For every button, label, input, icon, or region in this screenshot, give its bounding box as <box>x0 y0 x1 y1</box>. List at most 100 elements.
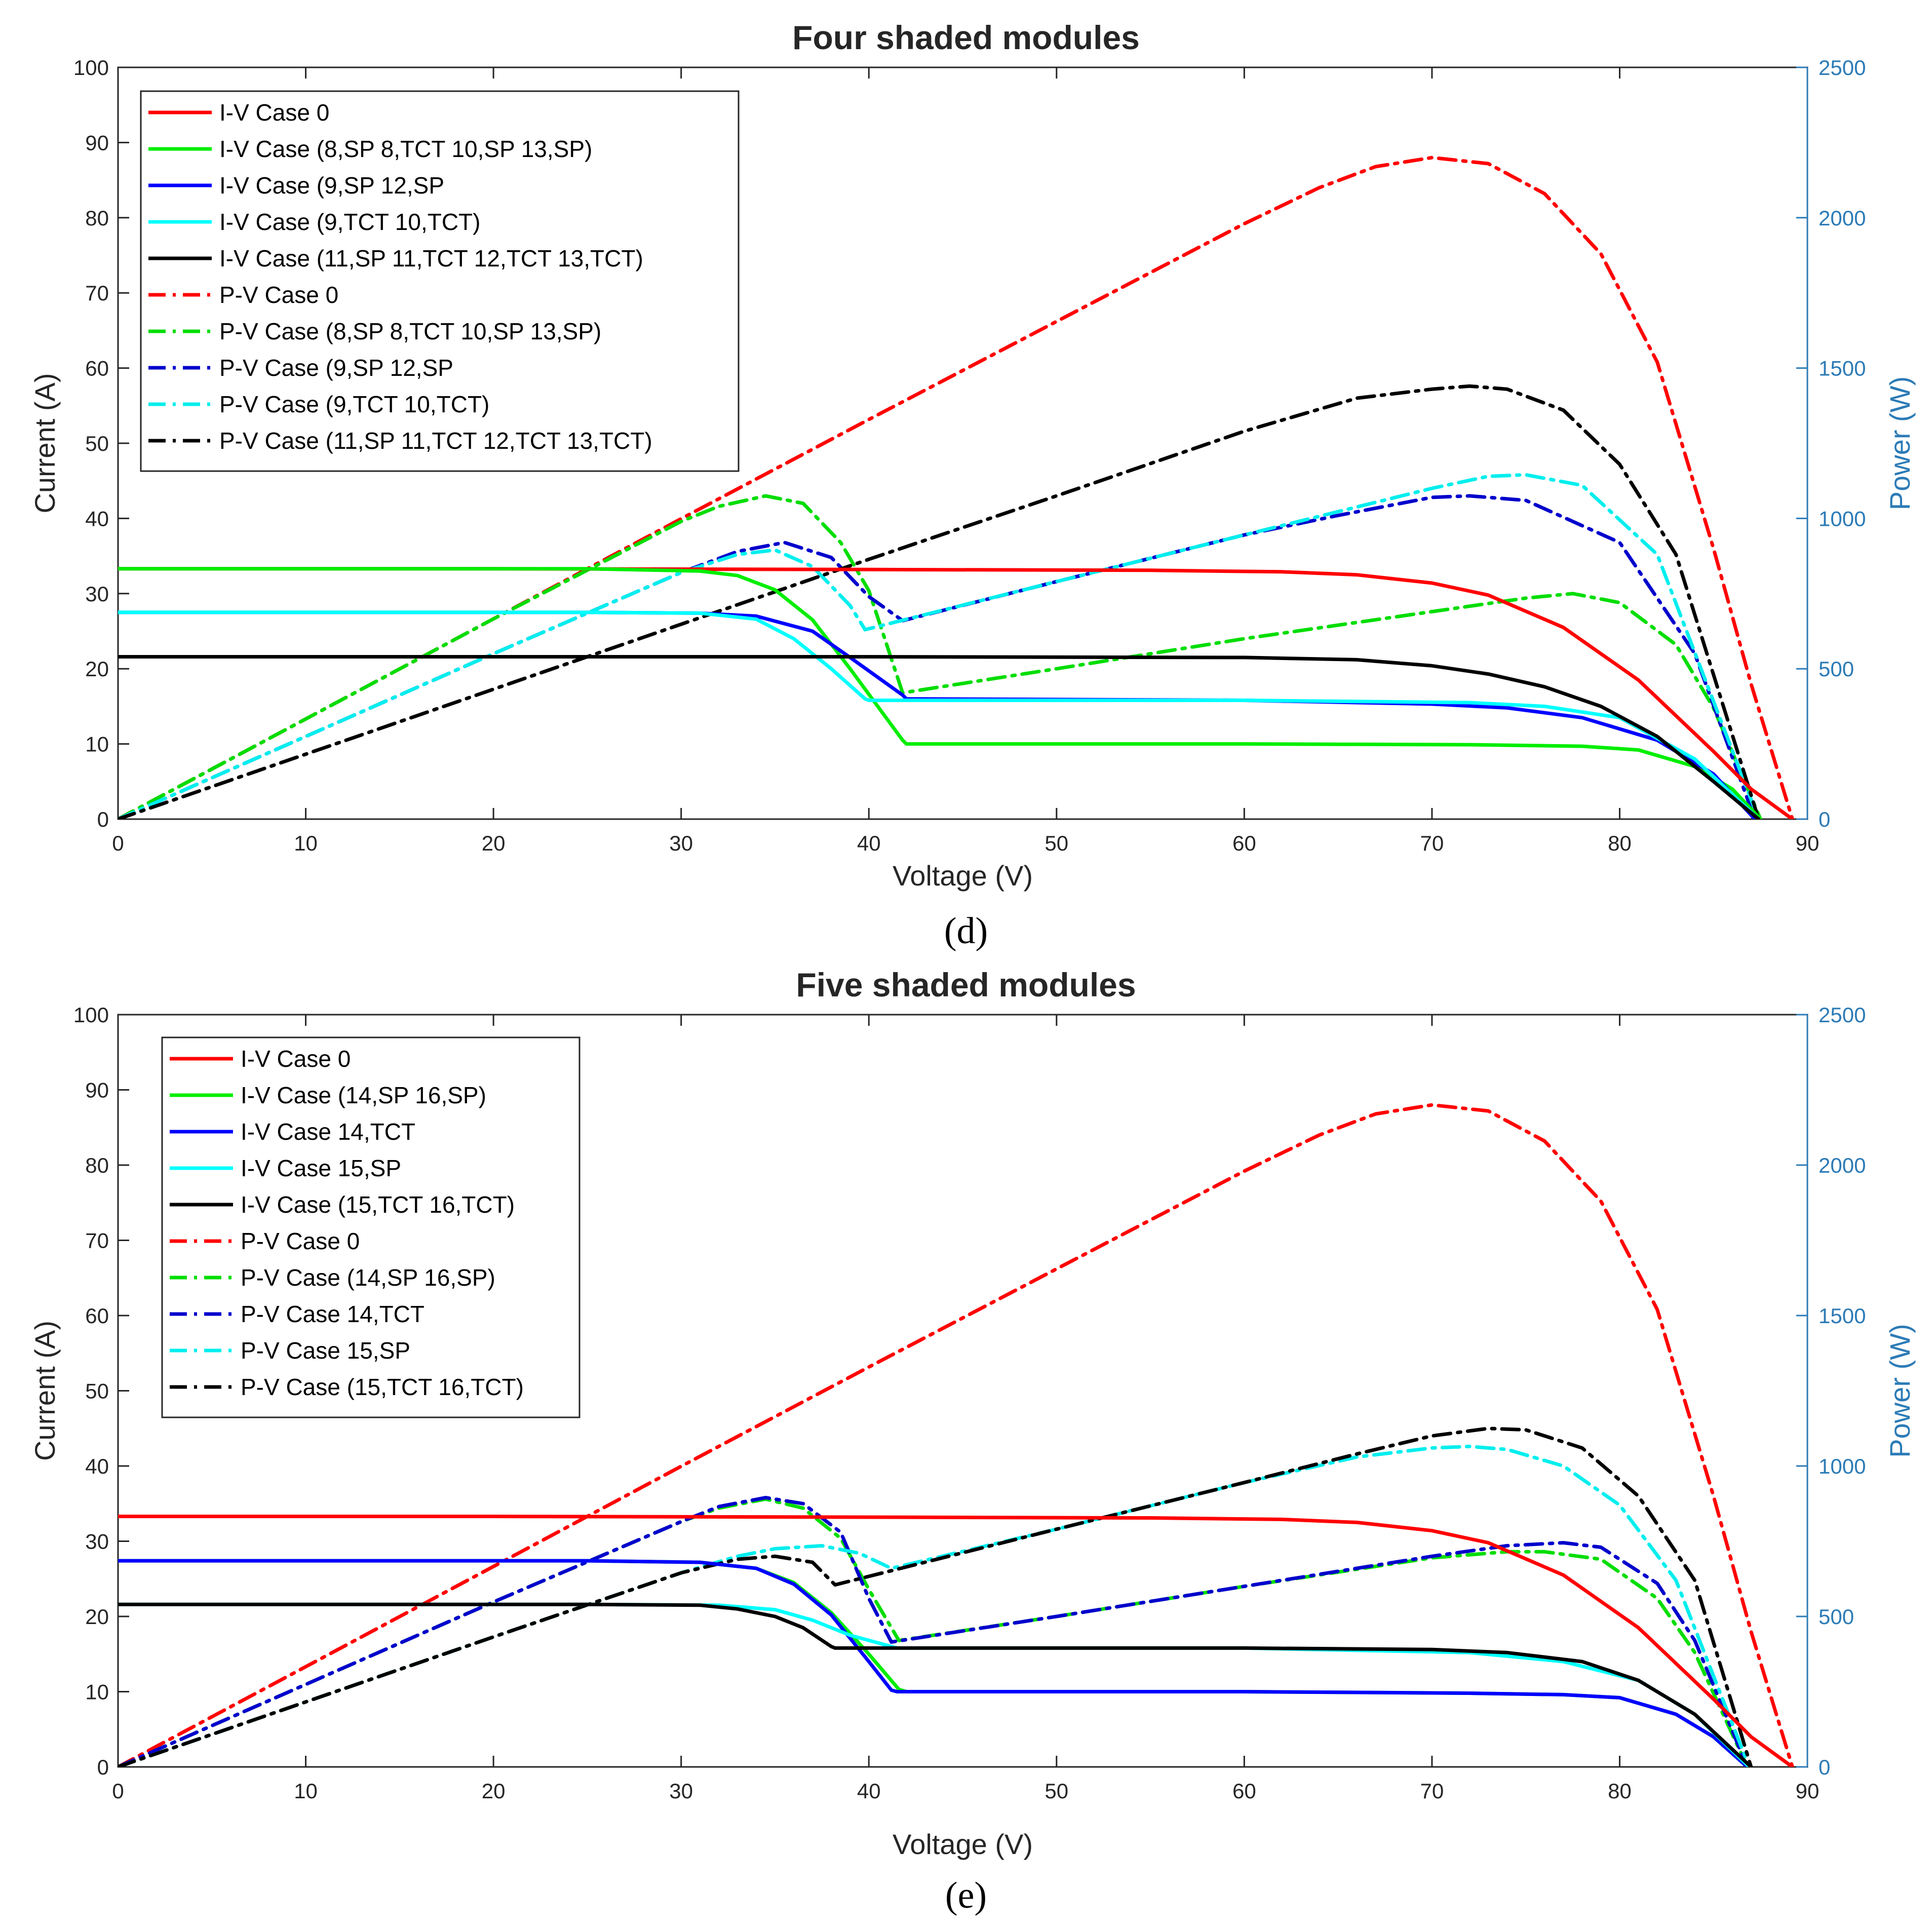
x-tick-label: 90 <box>1796 831 1820 855</box>
x-axis-label: Voltage (V) <box>893 860 1033 892</box>
series-line-3 <box>118 610 1761 819</box>
x-tick-label: 30 <box>669 1779 693 1803</box>
series-line-4 <box>118 655 1761 819</box>
y-tick-label: 10 <box>85 1680 109 1704</box>
y2-tick-label: 2000 <box>1819 206 1866 230</box>
y2-tick-label: 1000 <box>1819 507 1866 530</box>
y2-axis-label: Power (W) <box>1884 1324 1916 1457</box>
y-tick-label: 40 <box>85 1454 109 1478</box>
x-tick-label: 70 <box>1420 1779 1444 1803</box>
legend-entry: P-V Case 0 <box>219 282 338 308</box>
series-group <box>118 1103 1794 1767</box>
legend-entry: I-V Case 14,TCT <box>241 1118 415 1145</box>
y-tick-label: 80 <box>85 206 109 230</box>
y-tick-label: 0 <box>97 1755 109 1779</box>
y-tick-label: 50 <box>85 1379 109 1403</box>
y-tick-label: 60 <box>85 357 109 380</box>
y-tick-label: 20 <box>85 1605 109 1629</box>
y-tick-label: 30 <box>85 1530 109 1554</box>
series-line-2 <box>118 1559 1749 1767</box>
series-line-8 <box>118 473 1761 819</box>
y-tick-label: 50 <box>85 432 109 455</box>
y-tick-label: 70 <box>85 281 109 305</box>
legend-entry: I-V Case (15,TCT 16,TCT) <box>241 1191 515 1218</box>
x-tick-label: 60 <box>1232 831 1256 855</box>
legend: I-V Case 0 I-V Case (14,SP 16,SP) I-V Case… <box>161 1036 581 1418</box>
y2-tick-label: 0 <box>1819 1755 1830 1779</box>
y-tick-label: 100 <box>73 56 109 80</box>
legend-entry: I-V Case (11,SP 11,TCT 12,TCT 13,TCT) <box>219 245 643 272</box>
x-tick-label: 20 <box>482 831 506 855</box>
legend-entry: P-V Case 0 <box>241 1228 360 1254</box>
chart-panel-1: 0 10 20 30 40 50 60 70 80 90010203040506070809010… <box>29 1003 1916 1860</box>
chart-title-d: Four shaded modules <box>792 19 1140 56</box>
y-axis-label: Current (A) <box>29 373 61 514</box>
legend-entry: P-V Case (9,TCT 10,TCT) <box>219 391 489 417</box>
legend-box <box>140 90 740 472</box>
chart-panel-0: 0 10 20 30 40 50 60 70 80 90010203040506070809010… <box>29 56 1916 892</box>
series-group <box>118 156 1794 819</box>
y2-tick-label: 500 <box>1819 1605 1854 1629</box>
y2-tick-label: 2500 <box>1819 1003 1866 1027</box>
panel-label-d: (d) <box>944 910 988 952</box>
y-tick-label: 90 <box>85 1078 109 1102</box>
x-tick-label: 0 <box>112 831 124 855</box>
legend-entry: I-V Case (14,SP 16,SP) <box>241 1082 486 1108</box>
legend-entry: P-V Case (8,SP 8,TCT 10,SP 13,SP) <box>219 318 601 344</box>
x-tick-label: 50 <box>1045 1779 1068 1803</box>
panel-label-e: (e) <box>945 1875 987 1916</box>
x-tick-label: 80 <box>1608 1779 1632 1803</box>
series-line-1 <box>118 567 1762 819</box>
y-tick-label: 0 <box>97 807 109 831</box>
y2-tick-label: 2500 <box>1819 56 1866 80</box>
series-line-6 <box>118 494 1762 819</box>
y2-tick-label: 2000 <box>1819 1153 1866 1177</box>
y-tick-label: 20 <box>85 657 109 681</box>
y2-tick-label: 1000 <box>1819 1454 1866 1478</box>
legend-entry: P-V Case (9,SP 12,SP <box>219 355 453 381</box>
x-tick-label: 90 <box>1796 1779 1820 1803</box>
y-axis-label: Current (A) <box>29 1321 61 1461</box>
y-tick-label: 70 <box>85 1229 109 1253</box>
series-line-9 <box>118 384 1761 819</box>
legend-entry: I-V Case (9,SP 12,SP <box>219 172 444 199</box>
x-tick-label: 70 <box>1420 831 1444 855</box>
series-line-4 <box>118 1602 1753 1767</box>
x-tick-label: 60 <box>1232 1779 1256 1803</box>
y-tick-label: 60 <box>85 1304 109 1328</box>
x-axis-label: Voltage (V) <box>893 1828 1033 1860</box>
x-tick-label: 20 <box>482 1779 506 1803</box>
x-tick-label: 40 <box>857 831 881 855</box>
y2-axis-label: Power (W) <box>1884 376 1916 510</box>
legend-entry: I-V Case (9,TCT 10,TCT) <box>219 209 480 235</box>
y2-tick-label: 500 <box>1819 657 1854 681</box>
legend-entry: P-V Case (11,SP 11,TCT 12,TCT 13,TCT) <box>219 428 652 454</box>
series-line-0 <box>118 567 1794 819</box>
y2-tick-label: 1500 <box>1819 357 1866 380</box>
legend-box <box>161 1036 581 1418</box>
x-tick-label: 80 <box>1608 831 1632 855</box>
y2-tick-label: 1500 <box>1819 1304 1866 1328</box>
chart-title-e: Five shaded modules <box>796 966 1136 1004</box>
legend-entry: P-V Case (14,SP 16,SP) <box>241 1264 495 1291</box>
legend-entry: I-V Case 0 <box>241 1046 351 1072</box>
x-tick-label: 50 <box>1045 831 1068 855</box>
legend-entry: I-V Case (8,SP 8,TCT 10,SP 13,SP) <box>219 136 592 162</box>
x-tick-label: 10 <box>294 831 318 855</box>
legend: I-V Case 0 I-V Case (8,SP 8,TCT 10,SP 13,… <box>140 90 740 472</box>
y-tick-label: 90 <box>85 131 109 155</box>
y-tick-label: 10 <box>85 732 109 756</box>
x-tick-label: 40 <box>857 1779 881 1803</box>
y-tick-label: 30 <box>85 582 109 606</box>
legend-entry: I-V Case 0 <box>219 99 329 126</box>
y-tick-label: 100 <box>73 1003 109 1027</box>
legend-entry: P-V Case 14,TCT <box>241 1301 424 1327</box>
y2-tick-label: 0 <box>1819 807 1830 831</box>
legend-entry: I-V Case 15,SP <box>241 1155 401 1181</box>
legend-entry: P-V Case (15,TCT 16,TCT) <box>241 1374 524 1400</box>
y-tick-label: 40 <box>85 507 109 530</box>
series-line-9 <box>118 1426 1753 1767</box>
x-tick-label: 10 <box>294 1779 318 1803</box>
x-tick-label: 0 <box>112 1779 124 1803</box>
